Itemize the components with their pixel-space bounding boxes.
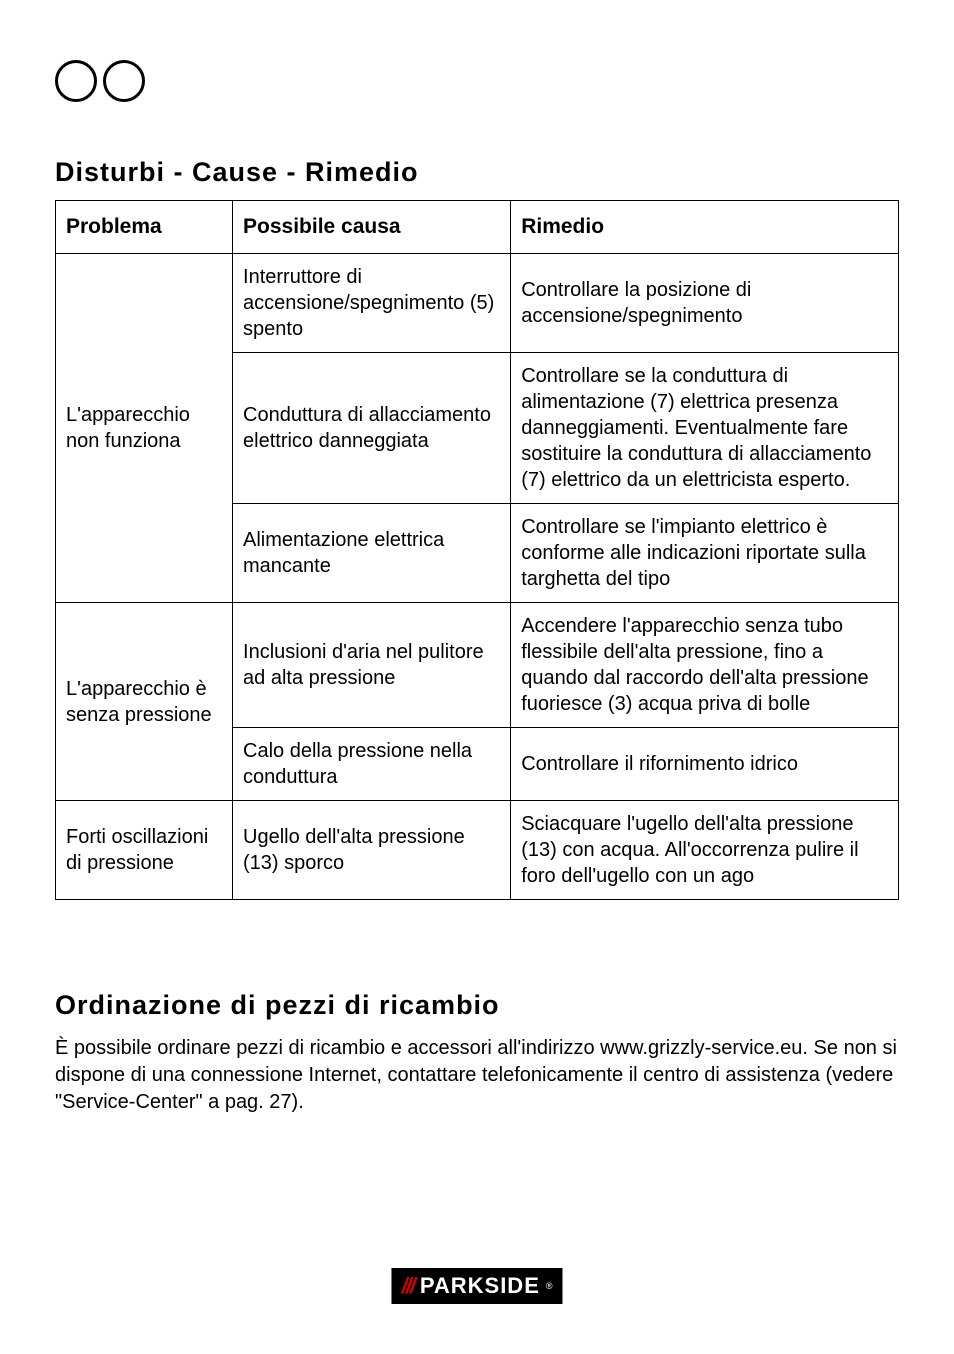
cell-cause: Calo della pressione nella conduttura (233, 728, 511, 801)
troubleshooting-table: Problema Possibile causa Rimedio L'appar… (55, 200, 899, 900)
cell-problem: L'apparecchio è senza pressione (56, 603, 233, 801)
cell-remedy: Controllare se l'impianto elettrico è co… (511, 504, 899, 603)
language-indicator (55, 60, 899, 102)
lang-circle-icon (103, 60, 145, 102)
cell-remedy: Controllare il rifornimento idrico (511, 728, 899, 801)
brand-name: PARKSIDE (420, 1273, 540, 1299)
spare-parts-title: Ordinazione di pezzi di ricambio (55, 990, 899, 1021)
table-row: L'apparecchio non funziona Interruttore … (56, 254, 899, 353)
cell-remedy: Accendere l'apparecchio senza tubo fless… (511, 603, 899, 728)
table-row: L'apparecchio è senza pressione Inclusio… (56, 603, 899, 728)
col-header-cause: Possibile causa (233, 201, 511, 254)
cell-cause: Inclusioni d'aria nel pulitore ad alta p… (233, 603, 511, 728)
cell-remedy: Controllare la posizione di accensione/s… (511, 254, 899, 353)
logo-slash-icon: /// (401, 1273, 413, 1299)
cell-problem: L'apparecchio non funziona (56, 254, 233, 603)
page-container: Disturbi - Cause - Rimedio Problema Poss… (0, 0, 954, 1354)
brand-logo: /// PARKSIDE ® (391, 1268, 562, 1304)
cell-remedy: Controllare se la conduttura di alimenta… (511, 353, 899, 504)
table-header-row: Problema Possibile causa Rimedio (56, 201, 899, 254)
cell-cause: Ugello dell'alta pressione (13) sporco (233, 801, 511, 900)
registered-icon: ® (546, 1281, 553, 1291)
cell-cause: Alimentazione elettrica mancante (233, 504, 511, 603)
lang-circle-icon (55, 60, 97, 102)
col-header-remedy: Rimedio (511, 201, 899, 254)
troubleshooting-title: Disturbi - Cause - Rimedio (55, 157, 899, 188)
cell-cause: Interruttore di accensione/spegnimento (… (233, 254, 511, 353)
spare-parts-text: È possibile ordinare pezzi di ricambio e… (55, 1035, 899, 1116)
cell-problem: Forti oscillazioni di pressione (56, 801, 233, 900)
table-row: Forti oscillazioni di pressione Ugello d… (56, 801, 899, 900)
cell-remedy: Sciacquare l'ugello dell'alta pressione … (511, 801, 899, 900)
cell-cause: Conduttura di allacciamento elettrico da… (233, 353, 511, 504)
col-header-problem: Problema (56, 201, 233, 254)
